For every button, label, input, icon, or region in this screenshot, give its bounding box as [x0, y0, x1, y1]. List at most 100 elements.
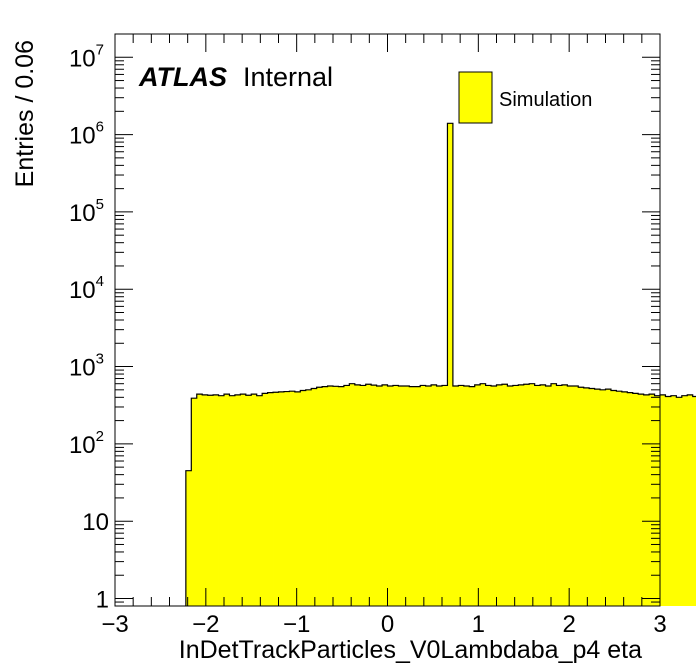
histogram-bar	[512, 385, 519, 606]
histogram-bars	[185, 122, 696, 606]
histogram-bar	[245, 395, 252, 606]
histogram-bar	[589, 388, 595, 606]
histogram-bar	[687, 394, 694, 606]
histogram-bar	[333, 386, 339, 606]
histogram-bar	[556, 385, 563, 606]
histogram-bar	[283, 391, 290, 606]
histogram-bar	[616, 391, 623, 606]
histogram-bar	[343, 385, 350, 606]
histogram-bar	[458, 385, 465, 606]
histogram-bar	[507, 386, 514, 606]
histogram-bar	[594, 389, 601, 606]
histogram-bar	[561, 384, 568, 606]
x-tick-label: −1	[283, 611, 310, 638]
histogram-bar	[327, 386, 334, 606]
histogram-bar	[354, 384, 361, 606]
histogram-bar	[491, 386, 497, 606]
x-tick-label: 3	[653, 611, 666, 638]
y-tick-label: 105	[69, 196, 104, 227]
histogram-bar	[523, 384, 530, 606]
histogram-bar	[638, 394, 645, 606]
legend-swatch	[458, 71, 493, 124]
histogram-bar	[305, 389, 312, 606]
x-tick-labels: −3 −2 −1 0 1 2 3	[101, 611, 666, 638]
x-tick-label: 0	[381, 611, 394, 638]
histogram-bar	[420, 385, 427, 606]
histogram-bar	[545, 386, 552, 606]
y-tick-label: 10	[82, 509, 109, 536]
histogram-bar	[349, 383, 356, 606]
y-axis-label: Entries / 0.06	[11, 40, 39, 187]
histogram-bar	[654, 395, 661, 606]
histogram-bar	[452, 386, 459, 606]
histogram-bar	[403, 386, 410, 606]
histogram-bar	[670, 395, 677, 606]
histogram-bar	[360, 385, 367, 606]
histogram-bar	[436, 386, 443, 606]
histogram-bar	[262, 393, 268, 606]
y-tick-label: 104	[69, 273, 104, 304]
histogram-bar	[294, 391, 301, 606]
histogram-bar	[392, 385, 399, 606]
y-tick-labels: 1 10 102 103 104 105 106 107	[69, 41, 109, 613]
histogram-bar	[632, 393, 639, 606]
histogram-bar	[382, 384, 388, 606]
histogram-bar	[463, 386, 470, 606]
histogram-bar	[518, 384, 525, 606]
histogram-bar	[202, 394, 209, 606]
histogram-bar	[649, 394, 655, 606]
histogram-bar	[431, 384, 437, 606]
histogram-bar	[578, 387, 585, 606]
histogram-bar	[600, 389, 606, 606]
histogram-bar	[273, 392, 279, 606]
histogram-bar	[251, 394, 258, 606]
histogram-bar	[610, 390, 617, 606]
atlas-label: ATLAS Internal	[138, 62, 333, 92]
histogram-bar	[501, 384, 508, 606]
histogram-bar	[387, 386, 394, 606]
histogram-bar	[480, 383, 486, 606]
histogram-bar	[665, 396, 672, 606]
y-tick-label: 106	[69, 119, 104, 150]
histogram-bar	[322, 386, 328, 606]
histogram-bar	[213, 394, 219, 606]
histogram-bar	[234, 394, 241, 606]
histogram-bar	[583, 387, 590, 606]
histogram-bar	[442, 385, 448, 606]
histogram-bar	[534, 385, 541, 606]
histogram-bar	[289, 391, 296, 606]
histogram-bar	[316, 387, 323, 606]
y-tick-label: 1	[96, 587, 109, 614]
atlas-label-internal: Internal	[243, 62, 333, 92]
x-tick-label: 2	[562, 611, 575, 638]
histogram-bar	[474, 384, 481, 606]
x-tick-label: −3	[101, 611, 128, 638]
histogram-bar	[267, 392, 274, 606]
x-axis-label: InDetTrackParticles_V0Lambdaba_p4 eta	[179, 636, 642, 664]
histogram-bar	[224, 394, 230, 606]
histogram-bar	[191, 398, 198, 606]
histogram-bar	[496, 384, 503, 606]
histogram-bar	[240, 394, 247, 606]
histogram-bar	[540, 384, 546, 606]
histogram-bar	[398, 386, 405, 606]
legend: Simulation	[458, 71, 592, 124]
histogram-bar	[185, 470, 192, 606]
axis-ticks	[114, 33, 661, 607]
histogram-bar	[300, 390, 307, 606]
histogram-bar	[627, 392, 634, 606]
histogram-bar	[311, 388, 318, 606]
histogram-bar	[414, 386, 421, 606]
histogram-bar	[409, 386, 416, 606]
atlas-label-bold: ATLAS	[138, 62, 227, 92]
y-tick-label: 103	[69, 351, 104, 382]
histogram-bar	[447, 123, 454, 606]
histogram-bar	[229, 395, 236, 606]
histogram-bar	[605, 389, 612, 606]
histogram-bar	[529, 383, 536, 606]
histogram-bar	[567, 386, 574, 606]
histogram-bar	[551, 383, 557, 606]
histogram-bar	[278, 391, 285, 606]
histogram-bar	[207, 395, 214, 606]
